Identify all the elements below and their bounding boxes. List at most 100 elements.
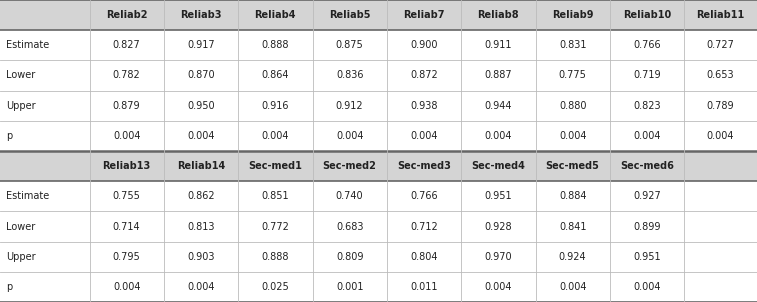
Bar: [461, 272, 535, 302]
Bar: [387, 60, 461, 91]
Bar: [387, 242, 461, 272]
Text: 0.004: 0.004: [113, 282, 140, 292]
Text: Reliab2: Reliab2: [106, 10, 148, 20]
Bar: [461, 151, 535, 181]
Bar: [461, 91, 535, 121]
Text: Reliab13: Reliab13: [102, 161, 151, 171]
Text: Sec-med5: Sec-med5: [546, 161, 600, 171]
Text: 0.928: 0.928: [484, 221, 512, 232]
Bar: [238, 211, 313, 242]
Text: 0.766: 0.766: [633, 40, 661, 50]
Text: 0.772: 0.772: [261, 221, 289, 232]
Bar: [387, 30, 461, 60]
Bar: [89, 242, 164, 272]
Bar: [313, 0, 387, 30]
Bar: [89, 121, 164, 151]
Bar: [684, 272, 757, 302]
Bar: [387, 211, 461, 242]
Text: 0.880: 0.880: [559, 101, 587, 111]
Bar: [535, 30, 610, 60]
Text: 0.004: 0.004: [187, 282, 215, 292]
Text: 0.004: 0.004: [634, 131, 661, 141]
Text: Lower: Lower: [6, 221, 36, 232]
Bar: [313, 121, 387, 151]
Bar: [535, 242, 610, 272]
Bar: [610, 242, 684, 272]
Text: 0.766: 0.766: [410, 191, 438, 201]
Bar: [164, 181, 238, 211]
Bar: [89, 181, 164, 211]
Text: 0.004: 0.004: [336, 131, 363, 141]
Bar: [238, 91, 313, 121]
Bar: [0, 0, 89, 30]
Bar: [313, 211, 387, 242]
Text: 0.927: 0.927: [633, 191, 661, 201]
Bar: [313, 242, 387, 272]
Bar: [0, 272, 89, 302]
Text: 0.879: 0.879: [113, 101, 141, 111]
Text: Upper: Upper: [6, 252, 36, 262]
Bar: [684, 60, 757, 91]
Bar: [610, 60, 684, 91]
Text: 0.813: 0.813: [187, 221, 215, 232]
Text: Sec-med4: Sec-med4: [472, 161, 525, 171]
Bar: [238, 181, 313, 211]
Text: 0.712: 0.712: [410, 221, 438, 232]
Bar: [684, 30, 757, 60]
Bar: [610, 0, 684, 30]
Bar: [164, 30, 238, 60]
Text: 0.864: 0.864: [262, 70, 289, 81]
Text: 0.782: 0.782: [113, 70, 141, 81]
Text: 0.899: 0.899: [634, 221, 661, 232]
Text: 0.851: 0.851: [261, 191, 289, 201]
Text: 0.872: 0.872: [410, 70, 438, 81]
Bar: [535, 151, 610, 181]
Bar: [684, 0, 757, 30]
Bar: [238, 121, 313, 151]
Text: 0.727: 0.727: [706, 40, 734, 50]
Bar: [610, 272, 684, 302]
Bar: [387, 121, 461, 151]
Text: 0.795: 0.795: [113, 252, 141, 262]
Bar: [0, 91, 89, 121]
Text: 0.917: 0.917: [187, 40, 215, 50]
Text: 0.884: 0.884: [559, 191, 587, 201]
Text: 0.804: 0.804: [410, 252, 438, 262]
Bar: [0, 60, 89, 91]
Bar: [238, 272, 313, 302]
Bar: [684, 242, 757, 272]
Text: 0.653: 0.653: [707, 70, 734, 81]
Text: 0.004: 0.004: [262, 131, 289, 141]
Text: 0.903: 0.903: [187, 252, 215, 262]
Bar: [89, 151, 164, 181]
Bar: [0, 30, 89, 60]
Bar: [535, 181, 610, 211]
Bar: [461, 121, 535, 151]
Bar: [164, 272, 238, 302]
Text: 0.900: 0.900: [410, 40, 438, 50]
Bar: [535, 121, 610, 151]
Text: Estimate: Estimate: [6, 40, 49, 50]
Bar: [238, 242, 313, 272]
Text: Reliab8: Reliab8: [478, 10, 519, 20]
Bar: [461, 30, 535, 60]
Bar: [0, 121, 89, 151]
Text: 0.755: 0.755: [113, 191, 141, 201]
Bar: [313, 181, 387, 211]
Bar: [684, 151, 757, 181]
Bar: [461, 60, 535, 91]
Text: 0.951: 0.951: [484, 191, 512, 201]
Text: 0.025: 0.025: [261, 282, 289, 292]
Text: 0.683: 0.683: [336, 221, 363, 232]
Bar: [387, 151, 461, 181]
Text: Sec-med6: Sec-med6: [620, 161, 674, 171]
Text: Reliab4: Reliab4: [254, 10, 296, 20]
Bar: [238, 60, 313, 91]
Bar: [461, 242, 535, 272]
Text: 0.938: 0.938: [410, 101, 438, 111]
Text: Reliab9: Reliab9: [552, 10, 593, 20]
Bar: [313, 30, 387, 60]
Text: Reliab14: Reliab14: [177, 161, 225, 171]
Text: 0.916: 0.916: [262, 101, 289, 111]
Bar: [164, 151, 238, 181]
